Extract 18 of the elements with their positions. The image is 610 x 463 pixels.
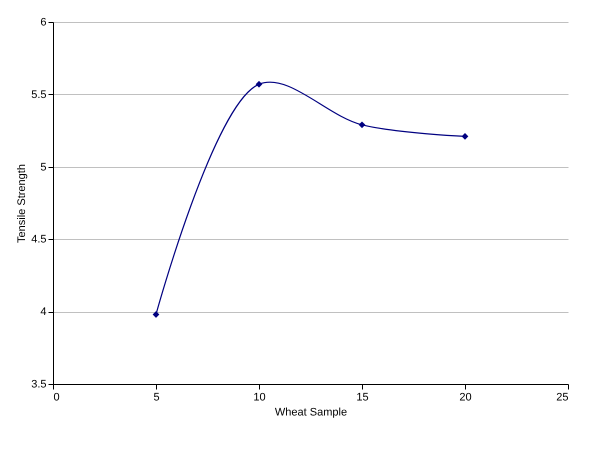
x-tick-label: 10 [253,392,266,404]
y-tick-label: 3.5 [31,378,46,390]
point [358,121,366,128]
x-tick-label: 25 [556,392,568,404]
y-axis-title: Tensile Strength [16,164,28,243]
y-tick-label: 5 [40,161,46,174]
x-tick-label: 15 [356,392,369,404]
x-tick-label: 20 [459,392,472,404]
x-tick-label: 5 [153,392,160,404]
y-tick-label: 5.5 [31,88,46,101]
point [462,133,468,140]
x-axis-title: Wheat Sample [274,406,348,418]
point [152,311,160,318]
y-tick-label: 4.5 [31,234,46,246]
x-tick-label: 0 [54,392,60,404]
y-tick-label: 4 [40,306,46,318]
point [256,80,262,88]
y-tick-label: 6 [40,16,46,28]
